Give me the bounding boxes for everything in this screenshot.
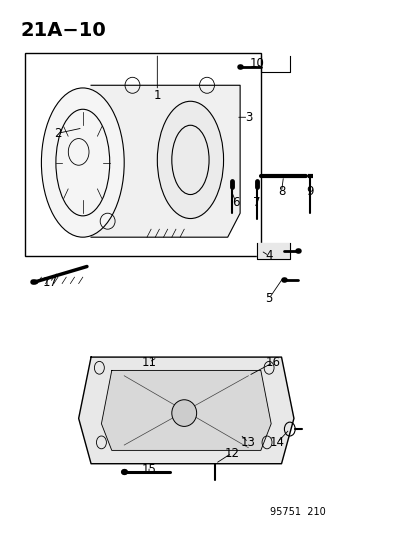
Ellipse shape xyxy=(41,88,124,237)
Text: 95751  210: 95751 210 xyxy=(270,507,325,517)
Polygon shape xyxy=(101,370,271,450)
Text: 17: 17 xyxy=(42,276,57,289)
Text: 21A−10: 21A−10 xyxy=(21,21,106,41)
Text: 14: 14 xyxy=(269,436,284,449)
Text: 13: 13 xyxy=(240,436,255,449)
Text: 12: 12 xyxy=(224,447,239,459)
Text: 3: 3 xyxy=(244,111,252,124)
Text: 4: 4 xyxy=(265,249,272,262)
Ellipse shape xyxy=(171,400,196,426)
Bar xyxy=(25,53,260,256)
Polygon shape xyxy=(256,243,289,259)
Ellipse shape xyxy=(157,101,223,219)
Text: 16: 16 xyxy=(265,356,280,369)
Text: 10: 10 xyxy=(249,58,263,70)
Text: 9: 9 xyxy=(306,185,313,198)
Text: 7: 7 xyxy=(252,196,260,209)
Text: 8: 8 xyxy=(277,185,285,198)
Text: 11: 11 xyxy=(141,356,156,369)
Text: 6: 6 xyxy=(232,196,239,209)
Text: 2: 2 xyxy=(54,127,62,140)
Text: 5: 5 xyxy=(265,292,272,305)
Text: 15: 15 xyxy=(141,463,156,475)
Polygon shape xyxy=(91,85,240,237)
Text: 1: 1 xyxy=(153,90,161,102)
Polygon shape xyxy=(78,357,293,464)
